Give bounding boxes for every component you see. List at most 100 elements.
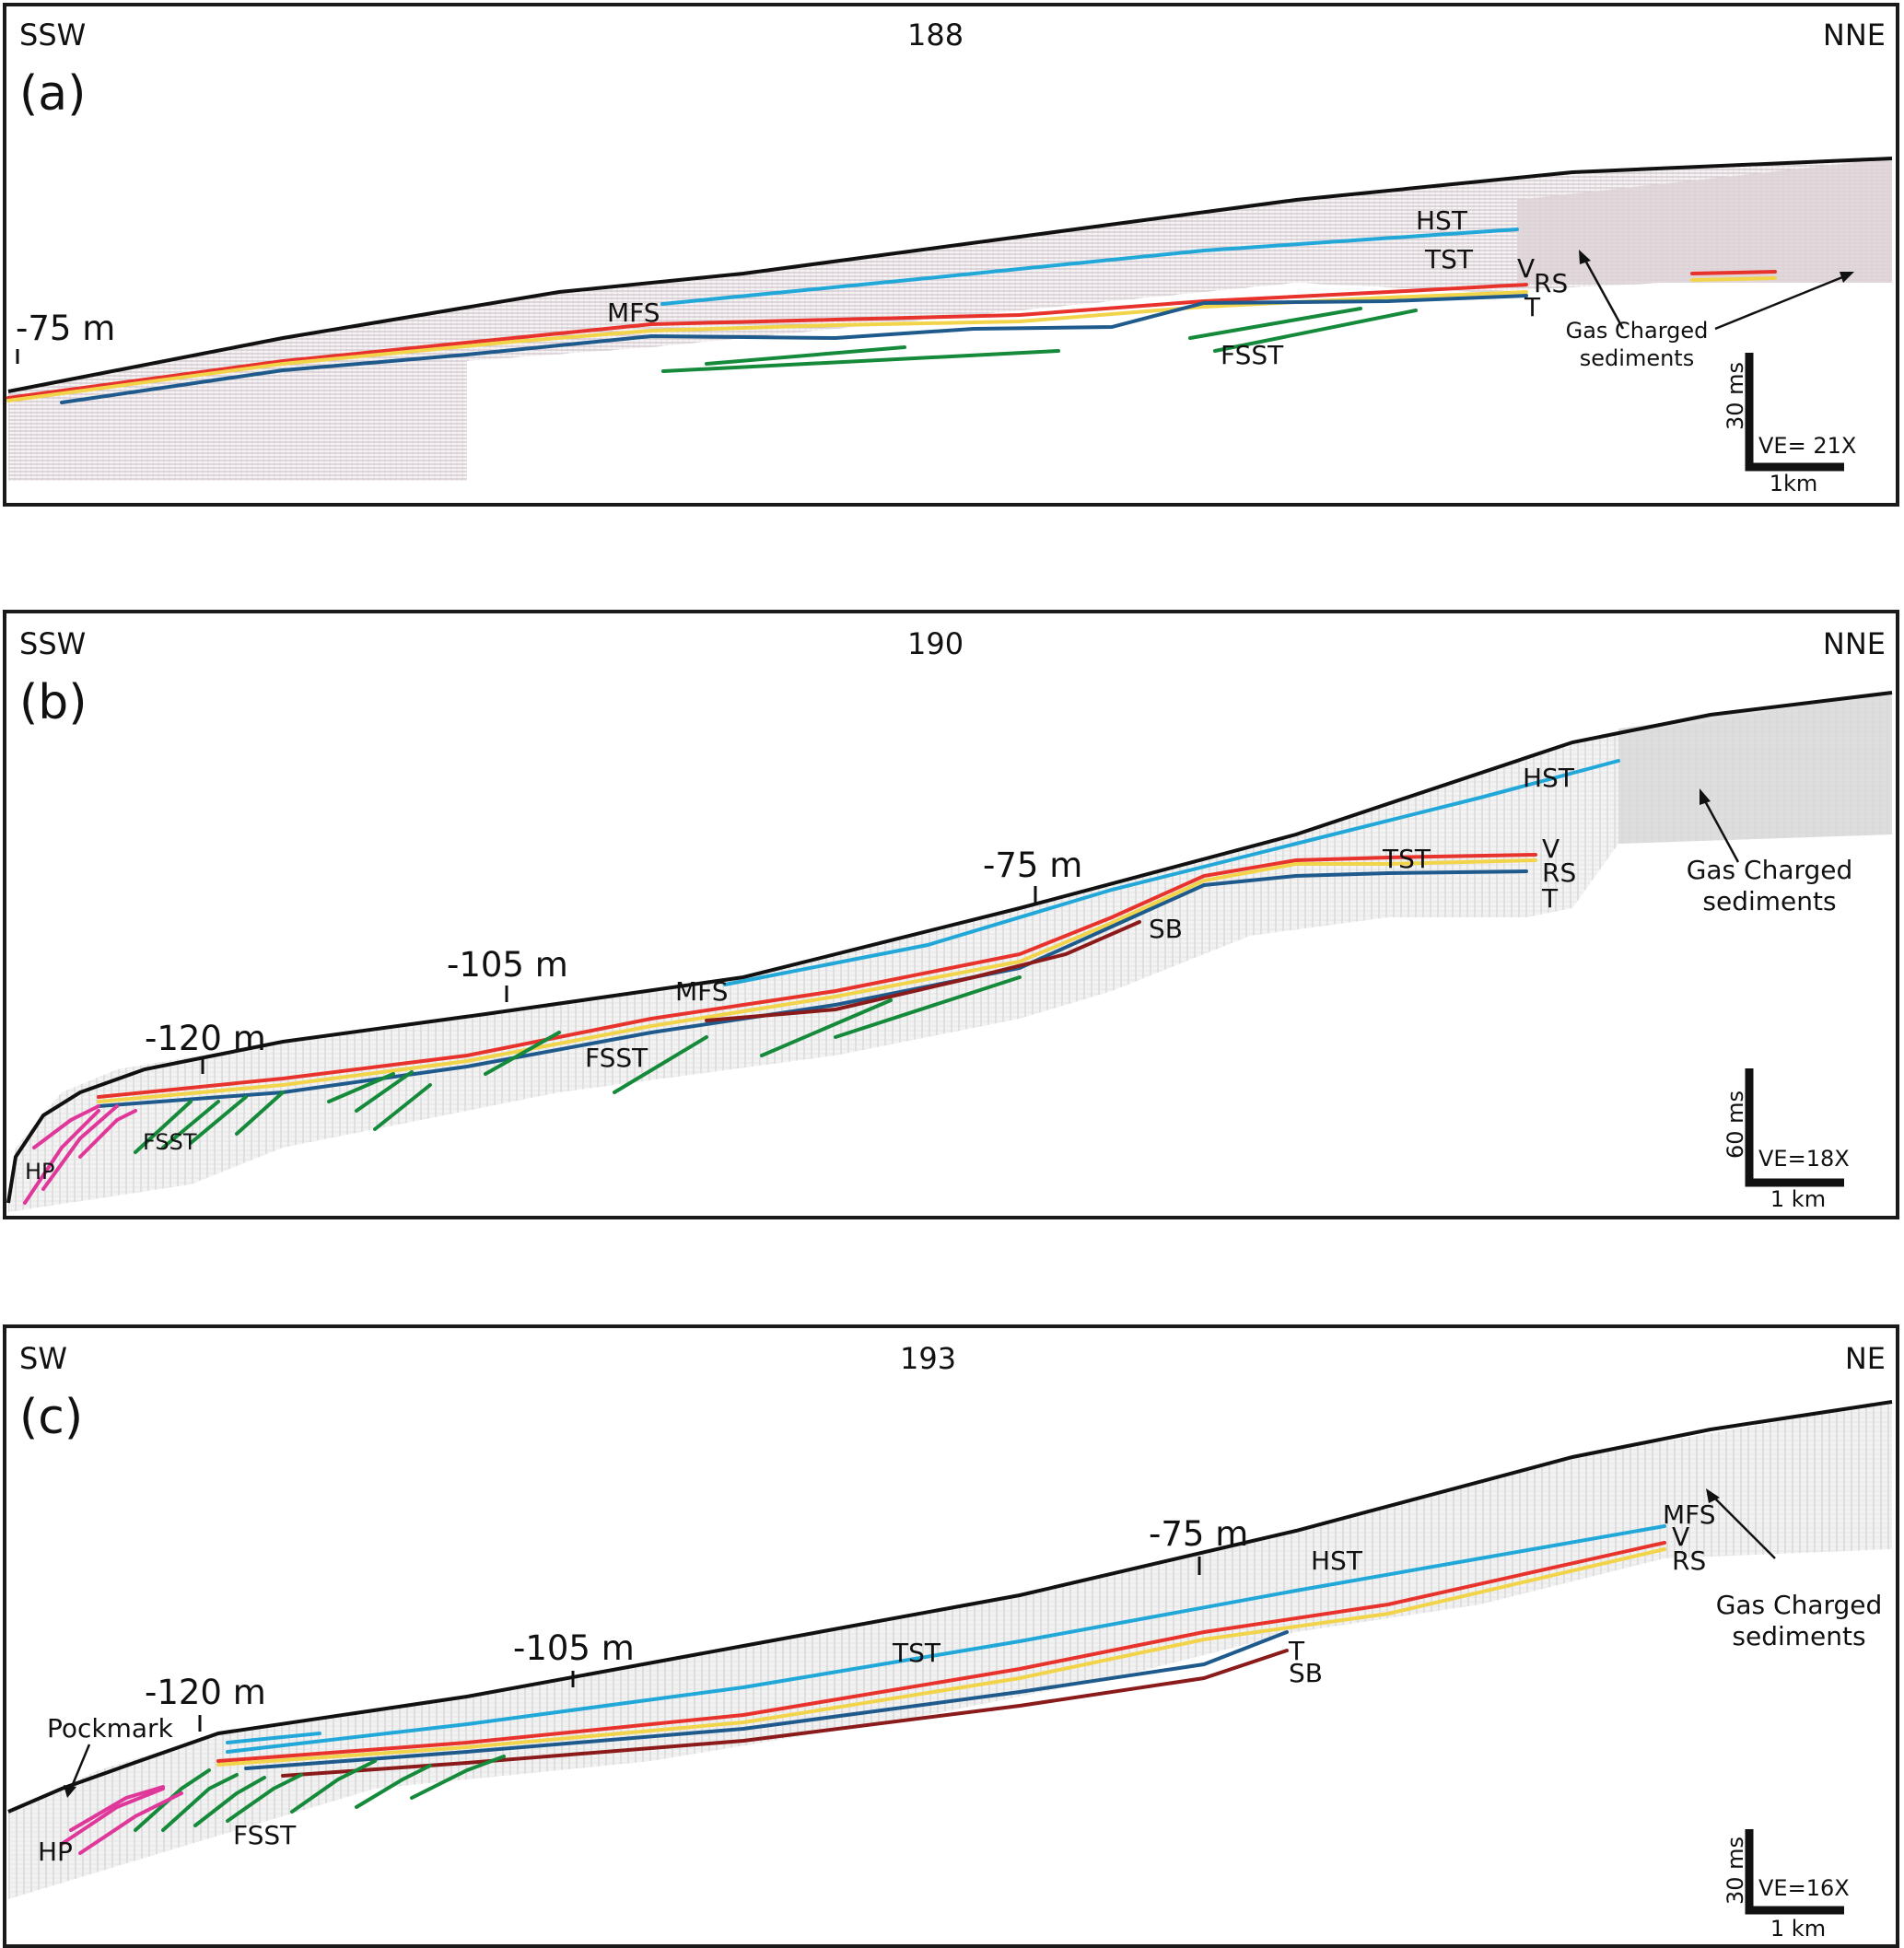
pockmark-arrowhead [64,1785,76,1798]
fsst-clinoform-5 [355,1070,414,1113]
fsst-clinoform-5 [290,1759,377,1814]
ve-label: VE=18X [1758,1146,1850,1172]
t-horizon [60,294,1528,404]
tst-label: TST [892,1638,941,1668]
gas-charged-zone [1618,693,1892,844]
sb-label: SB [1149,914,1183,944]
fsst-label: FSST [233,1820,297,1850]
hst-horizon [723,759,1620,986]
v-horizon [97,858,1537,1103]
left-direction-label: SW [19,1341,67,1376]
hp-label: HP [25,1159,55,1184]
scale-vertical-label: 60 ms [1723,1091,1748,1159]
panel-b-profile-190: SSW 190 NNE (b) -120 m -105 m -75 m HST … [3,610,1899,1219]
rs-label: RS [1542,857,1576,888]
pockmark-label: Pockmark [47,1713,174,1744]
gas-arrow [1701,797,1740,863]
mfs-label: MFS [675,976,729,1007]
hp-clinoform-3 [32,1104,100,1149]
panel-letter: (a) [19,66,86,122]
fsst-clinoform-1 [613,1035,708,1094]
right-direction-label: NE [1845,1341,1886,1376]
right-direction-label: NNE [1823,626,1886,661]
depth-label-75m: -75 m [983,846,1082,885]
gas-arrowhead-1 [1579,250,1591,264]
fsst-clinoform-1 [134,1768,211,1832]
fsst-clinoform-2 [484,1031,561,1076]
v-label: V [1672,1522,1689,1552]
fsst-clinoform-1 [705,345,906,366]
v-horizon-east [1690,276,1777,282]
gas-arrow-2 [1714,274,1848,331]
seismic-section [8,1402,1892,1899]
fsst-clinoform-4 [834,975,1022,1039]
v-horizon [216,1547,1666,1767]
left-direction-label: SSW [19,626,86,661]
v-label: V [1542,834,1559,864]
gas-label-line2: sediments [1580,345,1694,371]
fsst-label: FSST [1221,340,1284,370]
seismic-section [8,693,1892,1212]
fsst-clinoform-3 [193,1776,266,1827]
hst-label: HST [1311,1546,1363,1576]
t-horizon [244,1630,1289,1770]
panel-a-profile-188: SSW 188 NNE (a) -75 m HST TST MFS FSST V… [3,3,1899,507]
hp-clinoform-3 [69,1785,165,1832]
sb-label: SB [1289,1658,1323,1688]
gas-arrow-1 [1582,256,1625,330]
gas-label-line2: sediments [1732,1621,1865,1651]
hst-horizon-west [226,1732,321,1744]
hst-label: HST [1416,205,1468,236]
seismic-section [8,158,1892,481]
fsst-clinoform-6 [373,1083,432,1131]
rs-horizon [216,1541,1666,1763]
depth-label-75m: -75 m [1149,1514,1248,1554]
gas-arrowhead-2 [1840,272,1854,283]
panel-a-figure: SSW 188 NNE (a) -75 m HST TST MFS FSST V… [6,17,1893,496]
fsst-clinoform-4 [1213,309,1418,353]
rs-horizon [97,853,1537,1099]
hp-clinoform-4 [78,1109,137,1159]
seafloor-reflector [6,691,1893,1204]
scale-bar [1745,1068,1844,1187]
gas-arrow [1711,1495,1776,1559]
fsst-clinoform-11 [235,1091,285,1136]
tst-label: TST [1424,244,1474,274]
hp-clinoform-1 [23,1109,100,1205]
fsst-clinoform-7 [410,1755,506,1800]
mfs-label: MFS [607,297,660,328]
line-number-label: 188 [907,17,964,52]
scale-vertical-label: 30 ms [1723,1837,1748,1905]
fsst-label-small: FSST [143,1129,197,1155]
rs-horizon-east [1690,270,1777,275]
depth-label-105m: -105 m [447,945,568,985]
scale-horizontal-label: 1km [1770,471,1818,496]
depth-label-105m: -105 m [513,1628,635,1668]
gas-arrowhead [1706,1488,1720,1503]
fsst-clinoform-2 [161,1773,239,1832]
sb-horizon [281,1649,1289,1778]
depth-label-120m: -120 m [145,1673,266,1712]
hp-clinoform-1 [60,1787,165,1846]
hp-label: HP [38,1837,73,1867]
tst-label: TST [1382,844,1431,874]
scale-bar [1745,1829,1844,1915]
ve-label: VE= 21X [1758,433,1856,459]
depth-label-120m: -120 m [145,1019,266,1058]
fsst-clinoform-10 [189,1095,248,1145]
hst-horizon [226,1524,1666,1754]
gas-label-line1: Gas Charged [1566,318,1709,344]
fsst-clinoform-7 [327,1072,395,1103]
gas-label-line2: sediments [1702,886,1836,916]
t-label: T [1288,1636,1305,1666]
hst-horizon [660,227,1519,306]
fsst-clinoform-3 [1188,307,1362,340]
panel-letter: (b) [19,675,88,730]
hst-label: HST [1523,763,1575,793]
gas-arrowhead [1700,788,1711,805]
scale-bar [1745,353,1844,472]
panel-c-figure: SW 193 NE (c) -120 m -105 m -75 m HST TS… [7,1341,1893,1942]
v-label: V [1517,253,1535,284]
rs-label: RS [1672,1546,1706,1576]
panel-c-profile-193: SW 193 NE (c) -120 m -105 m -75 m HST TS… [3,1324,1899,1948]
